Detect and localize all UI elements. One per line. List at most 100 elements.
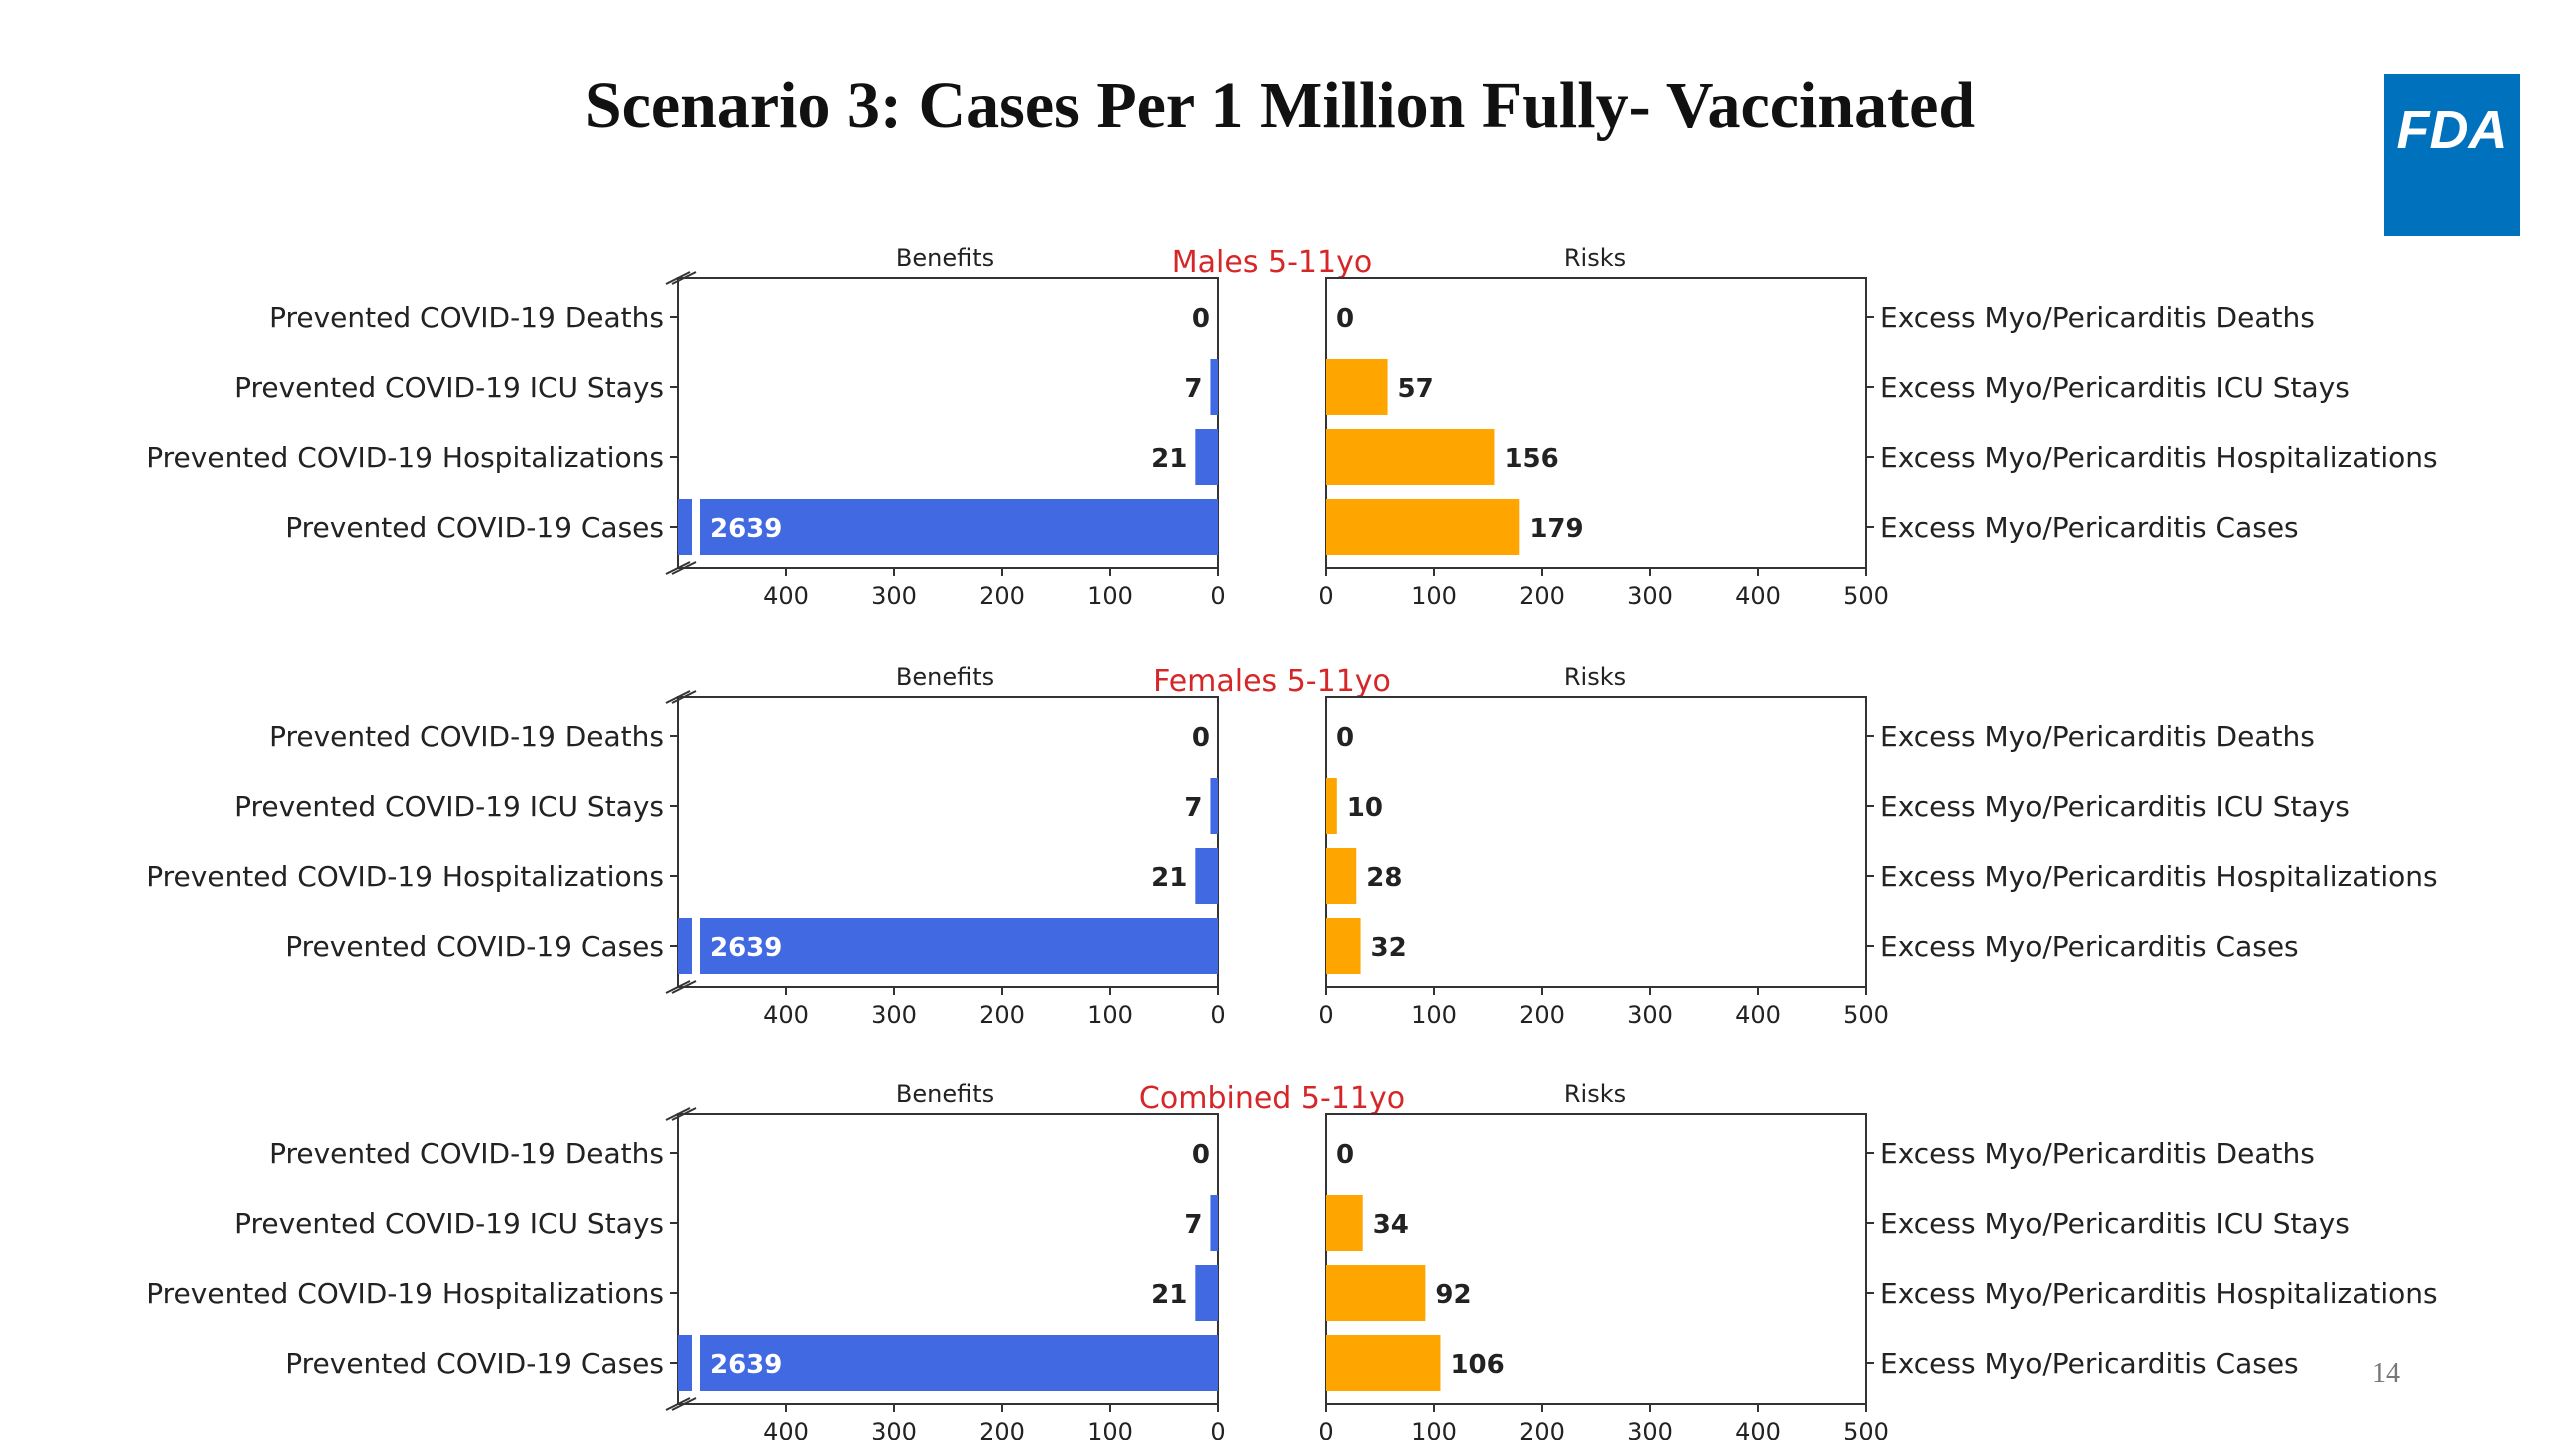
benefit-bar [678,499,692,555]
risk-category-label: Excess Myo/Pericarditis Deaths [1880,301,2315,334]
fda-logo: FDA [2384,74,2520,236]
risk-tick-label: 300 [1627,1418,1673,1440]
risk-tick-label: 500 [1843,1418,1889,1440]
risk-tick-label: 100 [1411,582,1457,610]
risk-value-label: 106 [1450,1350,1504,1380]
benefit-category-label: Prevented COVID-19 Deaths [269,301,664,334]
risk-tick-label: 0 [1318,1001,1333,1029]
benefit-category-label: Prevented COVID-19 ICU Stays [234,371,664,404]
benefit-tick-label: 400 [763,1001,809,1029]
risk-category-label: Excess Myo/Pericarditis Hospitalizations [1880,441,2438,474]
risks-frame [1325,1113,1867,1405]
risks-frame [1325,696,1867,988]
benefit-value-label: 2639 [710,514,782,544]
benefit-tick-label: 100 [1087,1418,1133,1440]
benefit-bar [1210,359,1218,415]
risk-category-label: Excess Myo/Pericarditis ICU Stays [1880,371,2350,404]
benefit-tick-label: 400 [763,582,809,610]
benefit-value-label: 21 [1151,863,1187,893]
axis-break-mark [665,1397,691,1411]
benefit-tick-label: 100 [1087,582,1133,610]
benefit-category-label: Prevented COVID-19 ICU Stays [234,1207,664,1240]
axis-break-mark [671,980,697,994]
risk-tick-label: 200 [1519,1418,1565,1440]
benefit-bar [678,1335,692,1391]
risk-tick-label: 500 [1843,1001,1889,1029]
risk-bar [1326,429,1495,485]
risk-bar [1326,359,1388,415]
benefit-bar [1195,429,1218,485]
benefits-header: Benefits [896,1080,994,1108]
benefit-value-label: 0 [1192,304,1210,334]
benefit-value-label: 7 [1184,374,1202,404]
risk-value-label: 156 [1504,444,1558,474]
risk-category-label: Excess Myo/Pericarditis Deaths [1880,720,2315,753]
benefit-tick-label: 200 [979,1418,1025,1440]
risk-value-label: 32 [1371,933,1407,963]
benefit-category-label: Prevented COVID-19 Cases [285,930,664,963]
risk-category-label: Excess Myo/Pericarditis Cases [1880,1347,2299,1380]
risk-category-label: Excess Myo/Pericarditis Cases [1880,511,2299,544]
axis-break-mark [665,690,691,704]
risk-tick-label: 400 [1735,582,1781,610]
axis-break-mark [671,1397,697,1411]
benefit-tick-label: 300 [871,1001,917,1029]
benefit-category-label: Prevented COVID-19 Hospitalizations [146,1277,664,1310]
benefit-value-label: 2639 [710,933,782,963]
benefit-bar [1195,848,1218,904]
risk-bar [1326,848,1357,904]
benefit-tick-label: 100 [1087,1001,1133,1029]
risk-tick-label: 0 [1318,582,1333,610]
benefit-tick-label: 0 [1210,1001,1225,1029]
risks-header: Risks [1564,1080,1626,1108]
axis-break-mark [665,1107,691,1121]
risk-bar [1326,918,1361,974]
benefit-value-label: 2639 [710,1350,782,1380]
axis-break-mark [671,561,697,575]
benefit-value-label: 0 [1192,1140,1210,1170]
axis-break-mark [671,1107,697,1121]
risk-bar [1326,499,1520,555]
risks-header: Risks [1564,244,1626,272]
risk-category-label: Excess Myo/Pericarditis Cases [1880,930,2299,963]
axis-break-mark [665,271,691,285]
benefits-frame [677,277,1219,569]
risk-tick-label: 0 [1318,1418,1333,1440]
benefit-category-label: Prevented COVID-19 Deaths [269,720,664,753]
benefit-value-label: 21 [1151,1280,1187,1310]
risk-value-label: 57 [1398,374,1434,404]
risk-category-label: Excess Myo/Pericarditis Hospitalizations [1880,860,2438,893]
benefits-frame [677,1113,1219,1405]
benefit-tick-label: 200 [979,582,1025,610]
benefit-tick-label: 0 [1210,1418,1225,1440]
risk-value-label: 0 [1336,304,1354,334]
risks-header: Risks [1564,663,1626,691]
benefit-tick-label: 300 [871,582,917,610]
risk-tick-label: 400 [1735,1418,1781,1440]
benefit-value-label: 21 [1151,444,1187,474]
risk-category-label: Excess Myo/Pericarditis Deaths [1880,1137,2315,1170]
benefit-value-label: 0 [1192,723,1210,753]
slide-title: Scenario 3: Cases Per 1 Million Fully- V… [584,69,1976,142]
benefits-frame [677,696,1219,988]
risk-value-label: 28 [1366,863,1402,893]
benefit-category-label: Prevented COVID-19 Hospitalizations [146,441,664,474]
risk-bar [1326,778,1337,834]
risk-value-label: 34 [1373,1210,1409,1240]
risk-tick-label: 300 [1627,582,1673,610]
benefit-tick-label: 400 [763,1418,809,1440]
fda-logo-mark: FDA [2397,100,2508,160]
benefit-category-label: Prevented COVID-19 Hospitalizations [146,860,664,893]
panel-title: Females 5-11yo [1153,664,1391,699]
panel-title: Combined 5-11yo [1139,1081,1405,1116]
benefit-category-label: Prevented COVID-19 Deaths [269,1137,664,1170]
axis-break-mark [665,561,691,575]
benefit-bar [700,1335,1218,1391]
benefit-value-label: 7 [1184,1210,1202,1240]
risk-bar [1326,1195,1363,1251]
risks-frame [1325,277,1867,569]
risk-bar [1326,1265,1426,1321]
risk-tick-label: 100 [1411,1001,1457,1029]
benefit-bar [1210,1195,1218,1251]
axis-break-mark [665,980,691,994]
